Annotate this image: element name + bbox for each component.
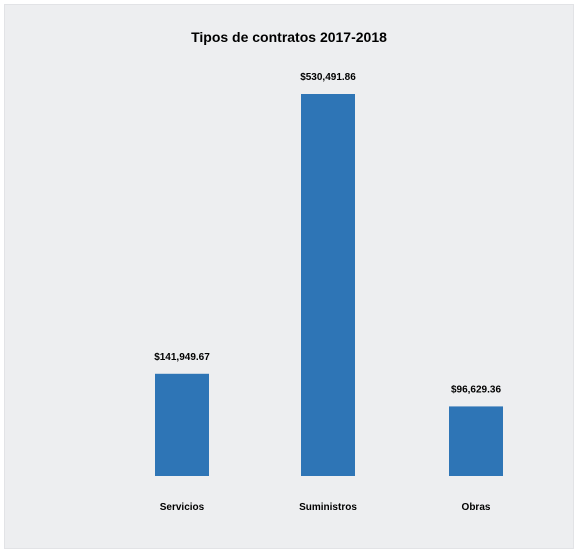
data-label-servicios: $141,949.67 [154,352,210,363]
chart-panel: Tipos de contratos 2017-2018 $141,949.67… [4,4,574,549]
data-label-suministros: $530,491.86 [300,72,356,83]
bar-servicios [155,373,209,476]
category-label-obras: Obras [462,502,491,513]
chart-title: Tipos de contratos 2017-2018 [191,29,387,45]
data-label-obras: $96,629.36 [451,384,501,395]
category-label-servicios: Servicios [160,502,205,513]
bar-suministros [301,94,355,476]
bar-obras [449,406,503,476]
bar-chart: $141,949.67 Servicios $530,491.86 Suministr… [154,72,503,513]
category-label-suministros: Suministros [299,502,357,513]
